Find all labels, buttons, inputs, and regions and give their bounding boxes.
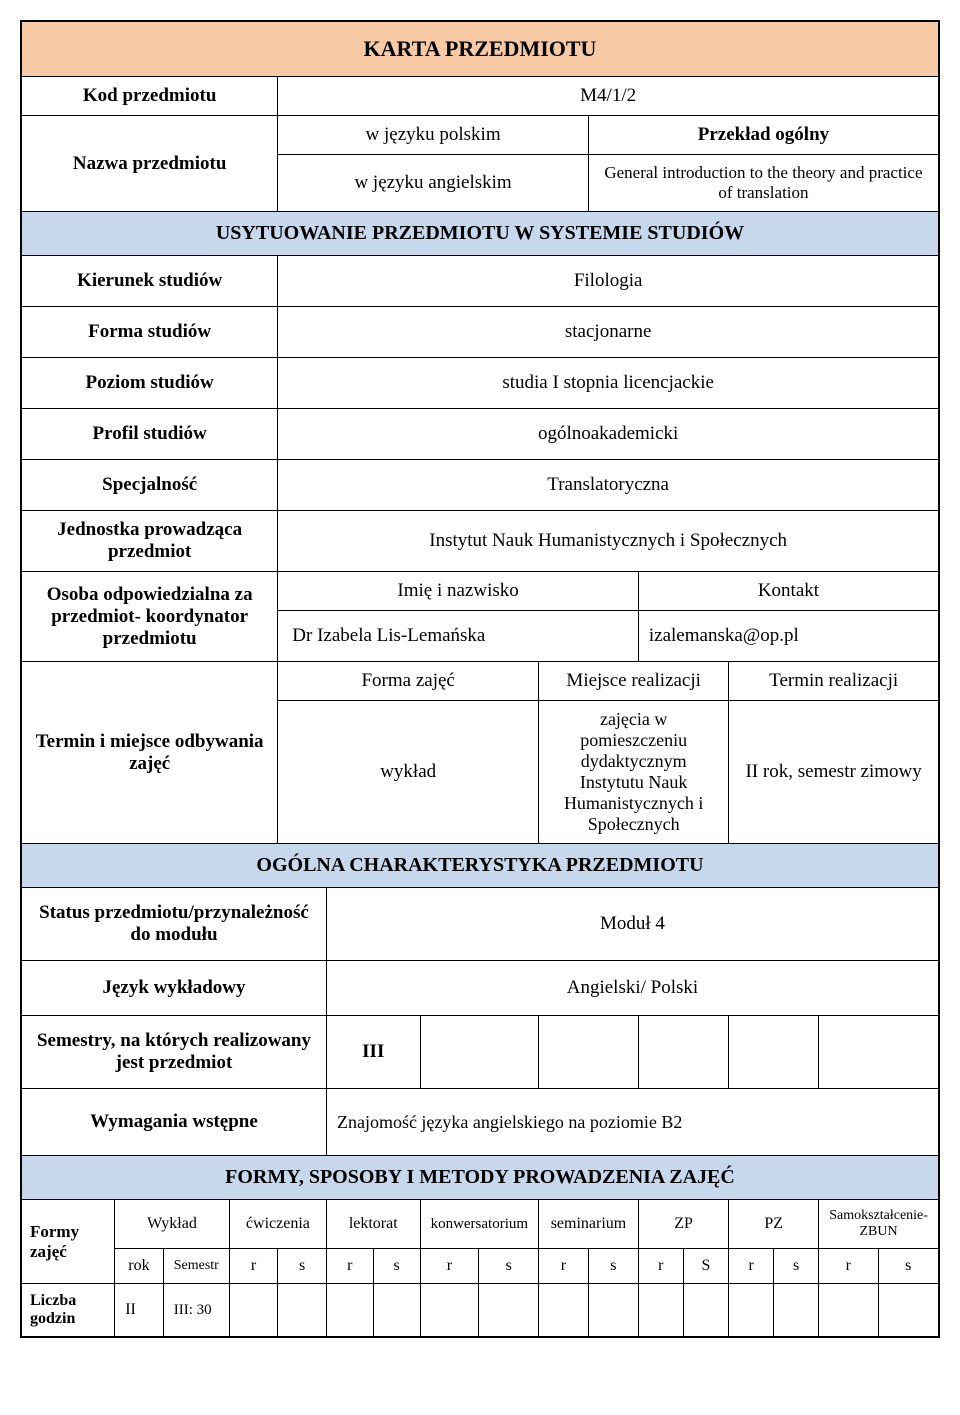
profil-value: ogólnoakademicki: [278, 409, 939, 460]
formy-label: Formy zajęć: [22, 1200, 115, 1284]
kierunek-value: Filologia: [278, 256, 939, 307]
jednostka-value: Instytut Nauk Humanistycznych i Społeczn…: [278, 511, 939, 572]
imie-value: Dr Izabela Lis-Lemańska: [278, 611, 639, 662]
r-label: r: [819, 1249, 878, 1284]
termin-value: II rok, semestr zimowy: [729, 701, 939, 844]
empty-cell: [326, 1284, 373, 1337]
jednostka-label: Jednostka prowadząca przedmiot: [22, 511, 278, 572]
r-label: r: [729, 1249, 774, 1284]
kod-label: Kod przedmiotu: [22, 77, 278, 116]
osoba-label: Osoba odpowiedzialna za przedmiot- koord…: [22, 572, 278, 662]
section-placement: USYTUOWANIE PRZEDMIOTU W SYSTEMIE STUDIÓ…: [22, 212, 939, 256]
lang-en-value: General introduction to the theory and p…: [588, 155, 938, 212]
section-forms: FORMY, SPOSOBY I METODY PROWADZENIA ZAJĘ…: [22, 1156, 939, 1200]
empty-cell: [229, 1284, 277, 1337]
status-label: Status przedmiotu/przynależność do moduł…: [22, 888, 327, 961]
kierunek-label: Kierunek studiów: [22, 256, 278, 307]
forma-zajec-value: wykład: [278, 701, 539, 844]
semestry-empty: [539, 1016, 639, 1089]
lang-pl-label: w języku polskim: [278, 116, 589, 155]
specjalnosc-value: Translatoryczna: [278, 460, 939, 511]
form-header-7: Samokształcenie-ZBUN: [819, 1200, 939, 1249]
empty-cell: [539, 1284, 589, 1337]
r-label: r: [326, 1249, 373, 1284]
r-label: r: [229, 1249, 277, 1284]
semestry-empty: [729, 1016, 819, 1089]
s-label: s: [479, 1249, 539, 1284]
s-label: s: [774, 1249, 819, 1284]
status-value: Moduł 4: [326, 888, 938, 961]
jezyk-value: Angielski/ Polski: [326, 961, 938, 1016]
rok-label: rok: [115, 1249, 164, 1284]
miejsce-value: zajęcia w pomieszczeniu dydaktycznym Ins…: [539, 701, 729, 844]
semestry-empty: [819, 1016, 939, 1089]
form-header-5: ZP: [638, 1200, 728, 1249]
semestry-empty: [420, 1016, 538, 1089]
empty-cell: [588, 1284, 638, 1337]
s-label: s: [878, 1249, 938, 1284]
termin-header: Termin realizacji: [729, 662, 939, 701]
s-label: s: [588, 1249, 638, 1284]
semestry-value: III: [326, 1016, 420, 1089]
form-header-2: lektorat: [326, 1200, 420, 1249]
liczba-sem: III: 30: [163, 1284, 229, 1337]
empty-cell: [774, 1284, 819, 1337]
form-header-6: PZ: [729, 1200, 819, 1249]
card-title: KARTA PRZEDMIOTU: [22, 22, 939, 77]
form-header-3: konwersatorium: [420, 1200, 538, 1249]
termin-label: Termin i miejsce odbywania zajęć: [22, 662, 278, 844]
semestr-label: Semestr: [163, 1249, 229, 1284]
poziom-value: studia I stopnia licencjackie: [278, 358, 939, 409]
form-header-0: Wykład: [115, 1200, 230, 1249]
kontakt-header: Kontakt: [638, 572, 938, 611]
jezyk-label: Język wykładowy: [22, 961, 327, 1016]
semestry-label: Semestry, na których realizowany jest pr…: [22, 1016, 327, 1089]
main-table: KARTA PRZEDMIOTU Kod przedmiotu M4/1/2 N…: [21, 21, 939, 1337]
kontakt-value: izalemanska@op.pl: [638, 611, 938, 662]
imie-header: Imię i nazwisko: [278, 572, 639, 611]
poziom-label: Poziom studiów: [22, 358, 278, 409]
wymagania-label: Wymagania wstępne: [22, 1089, 327, 1156]
empty-cell: [479, 1284, 539, 1337]
form-header-4: seminarium: [539, 1200, 639, 1249]
forma-zajec-header: Forma zajęć: [278, 662, 539, 701]
kod-value: M4/1/2: [278, 77, 939, 116]
nazwa-label: Nazwa przedmiotu: [22, 116, 278, 212]
liczba-rok: II: [115, 1284, 164, 1337]
empty-cell: [878, 1284, 938, 1337]
specjalnosc-label: Specjalność: [22, 460, 278, 511]
empty-cell: [420, 1284, 479, 1337]
empty-cell: [729, 1284, 774, 1337]
s-upper-label: S: [683, 1249, 729, 1284]
empty-cell: [278, 1284, 327, 1337]
lang-pl-value: Przekład ogólny: [588, 116, 938, 155]
empty-cell: [819, 1284, 878, 1337]
r-label: r: [539, 1249, 589, 1284]
form-header-1: ćwiczenia: [229, 1200, 326, 1249]
empty-cell: [638, 1284, 683, 1337]
lang-en-label: w języku angielskim: [278, 155, 589, 212]
s-label: s: [278, 1249, 327, 1284]
liczba-label: Liczba godzin: [22, 1284, 115, 1337]
forma-label: Forma studiów: [22, 307, 278, 358]
wymagania-value: Znajomość języka angielskiego na poziomi…: [326, 1089, 938, 1156]
semestry-empty: [638, 1016, 728, 1089]
s-label: s: [373, 1249, 420, 1284]
empty-cell: [683, 1284, 729, 1337]
syllabus-card: KARTA PRZEDMIOTU Kod przedmiotu M4/1/2 N…: [20, 20, 940, 1338]
r-label: r: [638, 1249, 683, 1284]
miejsce-header: Miejsce realizacji: [539, 662, 729, 701]
empty-cell: [373, 1284, 420, 1337]
section-general: OGÓLNA CHARAKTERYSTYKA PRZEDMIOTU: [22, 844, 939, 888]
forma-value: stacjonarne: [278, 307, 939, 358]
r-label: r: [420, 1249, 479, 1284]
profil-label: Profil studiów: [22, 409, 278, 460]
